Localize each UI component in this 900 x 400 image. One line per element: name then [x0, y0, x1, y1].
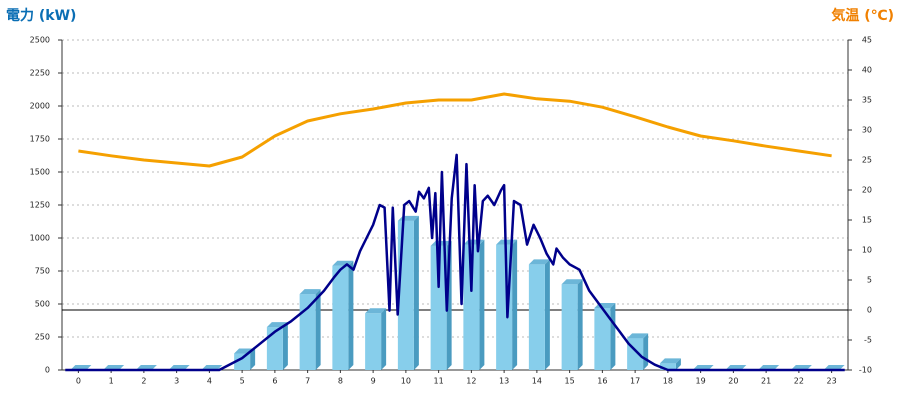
y-tick-label: 2000 — [30, 102, 50, 111]
bar — [266, 327, 283, 370]
x-tick-label: 6 — [272, 377, 277, 386]
bar-top — [659, 358, 681, 364]
y2-tick-label: 25 — [862, 156, 872, 165]
bar — [397, 220, 414, 370]
bar-side — [479, 239, 485, 370]
bar-side — [643, 333, 649, 370]
bar — [496, 244, 513, 370]
y2-tick-label: -5 — [864, 336, 872, 345]
bar-side — [675, 358, 681, 370]
line — [78, 92, 832, 168]
y-tick-label: 0 — [45, 366, 50, 375]
y-tick-label: 500 — [35, 300, 50, 309]
y2-tick-label: 10 — [862, 246, 872, 255]
y2-tick-label: 0 — [867, 306, 872, 315]
x-tick-label: 8 — [338, 377, 343, 386]
bar-side — [282, 322, 288, 370]
bar — [365, 313, 382, 370]
x-tick-label: 19 — [696, 377, 706, 386]
y2-tick-label: 20 — [862, 186, 872, 195]
bar — [430, 245, 447, 370]
x-tick-label: 23 — [827, 377, 837, 386]
x-tick-label: 22 — [794, 377, 804, 386]
y-tick-label: 750 — [35, 267, 50, 276]
y-tick-label: 1500 — [30, 168, 50, 177]
bar — [594, 307, 611, 370]
y-tick-label: 1250 — [30, 201, 50, 210]
bar-side — [413, 215, 419, 370]
bar — [332, 265, 349, 370]
y2-tick-label: 45 — [862, 36, 872, 45]
x-tick-label: 3 — [174, 377, 179, 386]
x-tick-label: 5 — [240, 377, 245, 386]
bar — [561, 284, 578, 370]
y-tick-label: 2250 — [30, 69, 50, 78]
y-tick-label: 250 — [35, 333, 50, 342]
x-tick-label: 4 — [207, 377, 212, 386]
bar-top — [561, 279, 583, 285]
bar — [463, 244, 480, 370]
bar-side — [381, 308, 387, 370]
bar-side — [315, 289, 321, 370]
bar-top — [365, 308, 387, 314]
x-tick-label: 21 — [761, 377, 771, 386]
bar — [234, 353, 251, 370]
x-tick-label: 13 — [499, 377, 509, 386]
x-tick-label: 1 — [109, 377, 114, 386]
bar-top — [627, 333, 649, 339]
x-tick-label: 2 — [141, 377, 146, 386]
y2-tick-label: 30 — [862, 126, 872, 135]
x-tick-label: 7 — [305, 377, 310, 386]
bar — [528, 264, 545, 370]
y2-tick-label: -10 — [859, 366, 872, 375]
x-tick-label: 0 — [76, 377, 81, 386]
y2-tick-label: 40 — [862, 66, 872, 75]
bar-side — [577, 279, 583, 370]
line — [65, 153, 845, 372]
bar-side — [512, 239, 518, 370]
x-tick-label: 10 — [401, 377, 411, 386]
bar-top — [528, 259, 550, 265]
y-tick-label: 2500 — [30, 36, 50, 45]
y-tick-label: 1000 — [30, 234, 50, 243]
y2-axis-title: 気温 (℃) — [831, 7, 894, 24]
x-tick-label: 11 — [434, 377, 444, 386]
x-tick-label: 15 — [565, 377, 575, 386]
bar-side — [544, 259, 550, 370]
bar-side — [348, 260, 354, 370]
bar — [659, 363, 676, 370]
y2-tick-label: 35 — [862, 96, 872, 105]
y2-tick-label: 15 — [862, 216, 872, 225]
bar-side — [610, 302, 616, 370]
bar-top — [299, 289, 321, 295]
x-tick-label: 9 — [371, 377, 376, 386]
x-tick-label: 14 — [532, 377, 542, 386]
bar — [299, 294, 316, 370]
x-tick-label: 17 — [630, 377, 640, 386]
y-axis-title: 電力 (kW) — [6, 7, 76, 24]
bar-side — [250, 348, 256, 370]
y-tick-label: 1750 — [30, 135, 50, 144]
x-tick-label: 16 — [597, 377, 607, 386]
y2-tick-label: 5 — [867, 276, 872, 285]
x-tick-label: 20 — [728, 377, 738, 386]
x-tick-label: 18 — [663, 377, 673, 386]
x-tick-label: 12 — [466, 377, 476, 386]
